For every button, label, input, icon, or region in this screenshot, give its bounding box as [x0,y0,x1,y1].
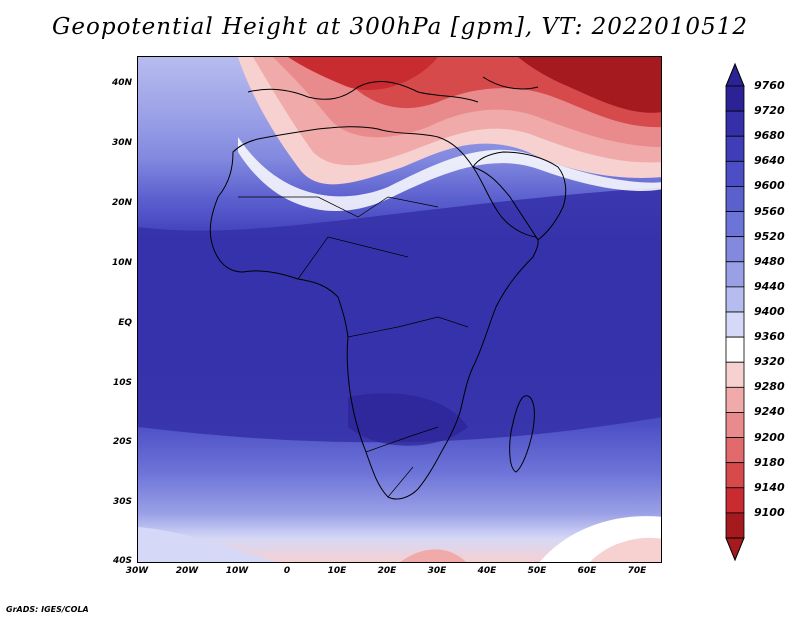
colorbar-label: 9200 [754,430,785,444]
colorbar-cell [725,110,745,137]
lat-tick-eq: EQ [118,318,132,328]
colorbar-cell [725,386,745,413]
colorbar-cell [725,311,745,338]
colorbar-cell [725,286,745,313]
map-title: Geopotential Height at 300hPa [gpm], VT:… [52,14,748,40]
colorbar-label: 9400 [754,305,785,318]
tropical-high-band [138,187,661,443]
colorbar-label: 9680 [754,129,785,143]
colorbar-cell [725,261,745,288]
colorbar-label: 9280 [754,380,785,394]
colorbar-label: 9360 [754,330,785,344]
south-trough-center [400,549,466,562]
grads-credit: GrADS: IGES/COLA [6,605,89,614]
europe-coastline [247,76,539,103]
africa-coastline [209,126,539,500]
lon-tick-20w: 20W [175,566,199,576]
lon-tick-60e: 60E [577,566,597,576]
lat-tick-40n: 40N [111,78,132,88]
colorbar-label: 9560 [754,204,785,218]
lat-tick-20n: 20N [111,198,132,208]
colorbar-label: 9180 [754,455,785,469]
southern-africa-high [348,393,468,446]
colorbar-label: 9520 [754,229,785,243]
colorbar-arrow-bottom [725,537,745,562]
colorbar-svg [725,62,745,562]
colorbar-label: 9760 [754,79,785,92]
lon-tick-10w: 10W [225,566,249,576]
colorbar-cell [725,437,745,464]
colorbar-label: 9240 [754,405,785,419]
map-plot-area [137,56,662,563]
arabia-coastline [472,151,567,241]
colorbar-cell [725,336,745,363]
colorbar-cell [725,186,745,212]
lat-tick-30n: 30N [111,138,132,148]
colorbar-label: 9480 [754,254,785,268]
lon-tick-40e: 40E [477,566,497,576]
asia-trough-core [518,57,661,113]
lon-tick-50e: 50E [527,566,547,576]
colorbar-label: 9140 [754,480,785,494]
lon-tick-30e: 30E [427,566,447,576]
colorbar-label: 9600 [754,179,785,193]
colorbar-cell [725,412,745,438]
lat-tick-30s: 30S [112,497,132,507]
colorbar-cell [725,462,745,489]
colorbar-arrow-top [725,62,745,87]
colorbar-cell [725,135,745,162]
colorbar-cell [725,160,745,187]
colorbar-label: 9320 [754,355,785,369]
south-trough-west [138,527,279,562]
lon-tick-20e: 20E [377,566,397,576]
colorbar-cell [725,211,745,238]
lon-tick-70e: 70E [627,566,647,576]
colorbar-cell [725,236,745,263]
lon-tick-0: 0 [283,566,291,576]
colorbar-label: 9720 [754,104,785,118]
lon-tick-10e: 10E [327,566,347,576]
colorbar-cell [725,512,745,539]
country-borders [238,196,469,498]
colorbar-label: 9640 [754,154,785,168]
colorbar-cell [725,361,745,388]
lat-tick-40s: 40S [112,556,132,566]
ridge-transition-band [238,137,661,211]
europe-trough-core [288,57,438,91]
madagascar-coastline [509,395,535,473]
south-trough-east-core [590,537,661,562]
colorbar: 9760 9720 9680 9640 9600 9560 9520 9480 9440 9400… [720,62,790,562]
geopotential-map [138,57,661,562]
lon-tick-30w: 30W [125,566,149,576]
colorbar-label: 9100 [754,505,785,519]
colorbar-cell [725,85,745,112]
lat-tick-20s: 20S [112,437,132,447]
lat-tick-10s: 10S [112,378,132,388]
colorbar-label: 9440 [754,279,785,293]
colorbar-cell [725,487,745,514]
lat-tick-10n: 10N [111,258,132,268]
